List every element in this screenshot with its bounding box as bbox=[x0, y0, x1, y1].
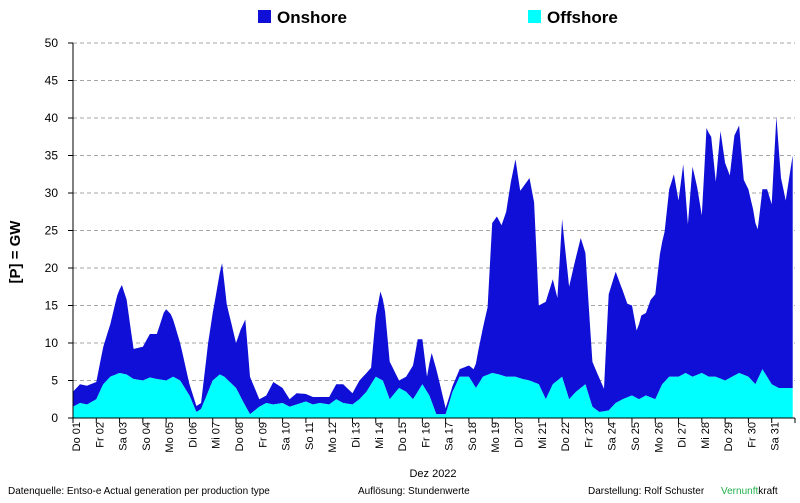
x-tick-label: Di 13 bbox=[351, 422, 363, 448]
y-axis: 0 5 10 15 20 25 30 35 40 45 50 bbox=[45, 36, 74, 425]
x-tick-label: Fr 02 bbox=[94, 422, 106, 448]
x-tick-label: So 11 bbox=[304, 422, 316, 450]
x-tick-label: Di 06 bbox=[188, 422, 200, 448]
x-tick-label: Do 29 bbox=[723, 422, 735, 451]
legend-label-offshore: Offshore bbox=[547, 8, 618, 27]
x-tick-label: Fr 23 bbox=[583, 422, 595, 448]
y-tick-label: 15 bbox=[45, 299, 59, 313]
y-tick-label: 0 bbox=[51, 411, 58, 425]
x-tick-label: Sa 03 bbox=[118, 422, 130, 451]
y-tick-label: 45 bbox=[45, 74, 59, 88]
y-tick-label: 50 bbox=[45, 36, 59, 50]
y-axis-title: [P] = GW bbox=[7, 220, 24, 284]
x-tick-label: Mi 07 bbox=[211, 422, 223, 449]
x-tick-label: Fr 09 bbox=[257, 422, 269, 448]
footer-source: Datenquelle: Entso-e Actual generation p… bbox=[8, 486, 270, 497]
x-tick-label: Sa 17 bbox=[444, 422, 456, 451]
x-tick-label: Mi 28 bbox=[700, 422, 712, 449]
y-tick-label: 5 bbox=[51, 374, 58, 388]
x-tick-label: Mi 21 bbox=[537, 422, 549, 449]
x-tick-label: Sa 24 bbox=[607, 422, 619, 451]
x-tick-label: Sa 31 bbox=[770, 422, 782, 451]
x-tick-label: Do 08 bbox=[234, 422, 246, 451]
legend-label-onshore: Onshore bbox=[277, 8, 347, 27]
x-tick-label: Do 15 bbox=[397, 422, 409, 451]
x-tick-label: Mo 12 bbox=[327, 422, 339, 453]
x-tick-label: Sa 10 bbox=[281, 422, 293, 451]
footer-brand: Vernunftkraft bbox=[721, 486, 778, 497]
y-tick-label: 35 bbox=[45, 149, 59, 163]
y-tick-label: 30 bbox=[45, 186, 59, 200]
x-axis: Do 01 Fr 02 Sa 03 So 04 Mo 05 Di 06 Mi 07 Do 08… bbox=[71, 417, 796, 453]
area-onshore bbox=[73, 116, 793, 415]
series-areas bbox=[73, 116, 793, 418]
x-tick-label: Di 27 bbox=[677, 422, 689, 448]
legend: Onshore Offshore bbox=[258, 8, 618, 27]
y-tick-label: 25 bbox=[45, 224, 59, 238]
x-tick-label: Fr 16 bbox=[420, 422, 432, 448]
x-tick-label: Mo 26 bbox=[653, 422, 665, 453]
legend-swatch-onshore bbox=[258, 10, 271, 23]
x-tick-label: Do 01 bbox=[71, 422, 83, 451]
footer-resolution: Auflösung: Stundenwerte bbox=[358, 486, 470, 497]
x-tick-label: Di 20 bbox=[514, 422, 526, 448]
brand-part-1: Vernunft bbox=[721, 486, 759, 497]
x-tick-label: So 04 bbox=[141, 422, 153, 451]
gridlines bbox=[73, 42, 795, 381]
x-tick-label: So 25 bbox=[630, 422, 642, 451]
y-tick-label: 10 bbox=[45, 336, 59, 350]
legend-swatch-offshore bbox=[528, 10, 541, 23]
x-tick-label: Do 22 bbox=[560, 422, 572, 451]
x-tick-label: Mo 05 bbox=[164, 422, 176, 453]
x-tick-label: So 18 bbox=[467, 422, 479, 451]
x-tick-label: Mi 14 bbox=[374, 422, 386, 449]
x-tick-label: Fr 30 bbox=[746, 422, 758, 448]
footer-author: Darstellung: Rolf Schuster bbox=[588, 486, 705, 497]
x-axis-title: Dez 2022 bbox=[409, 468, 456, 480]
x-tick-label: Mo 19 bbox=[490, 422, 502, 453]
brand-part-2: kraft bbox=[758, 486, 778, 497]
y-tick-label: 40 bbox=[45, 111, 59, 125]
area-offshore bbox=[73, 369, 793, 418]
y-tick-label: 20 bbox=[45, 261, 59, 275]
